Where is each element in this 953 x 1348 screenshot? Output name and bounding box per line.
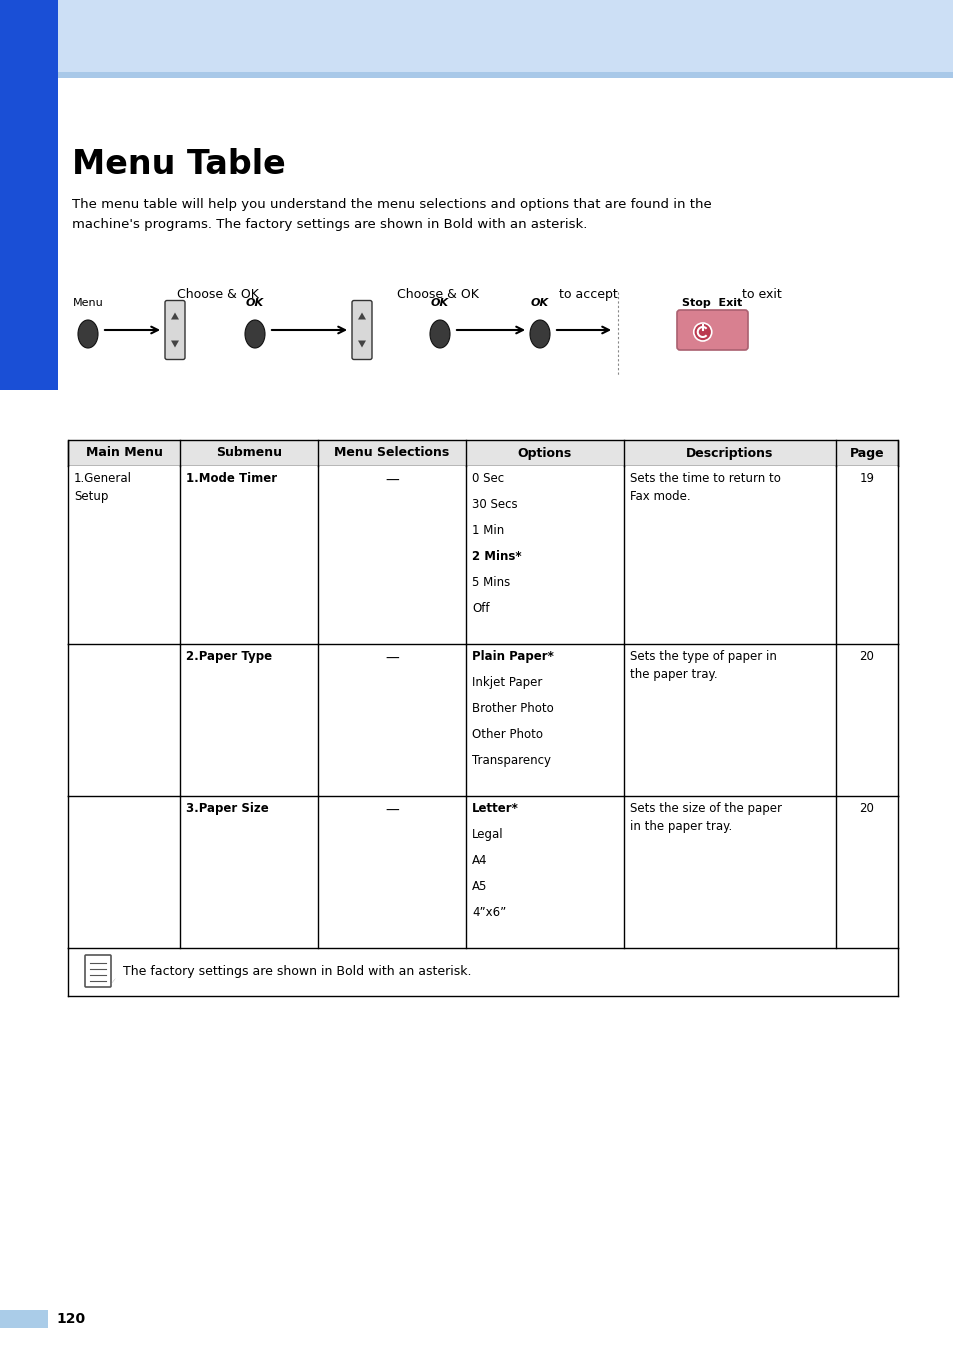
Text: The menu table will help you understand the menu selections and options that are: The menu table will help you understand … [71,198,711,212]
Text: 30 Secs: 30 Secs [472,497,517,511]
Text: 19: 19 [859,472,874,485]
Text: 0 Sec: 0 Sec [472,472,503,485]
Ellipse shape [530,319,550,348]
Text: —: — [385,803,398,818]
Bar [0,0,953,71]
FancyBboxPatch shape [352,301,372,360]
Bar [0,71,953,78]
Text: 4”x6”: 4”x6” [472,906,506,919]
Bar [0,0,58,390]
Text: Submenu: Submenu [215,446,282,460]
Text: Legal: Legal [472,828,503,841]
Text: machine's programs. The factory settings are shown in Bold with an asterisk.: machine's programs. The factory settings… [71,218,587,231]
Text: to exit: to exit [741,288,781,301]
Bar [68,439,897,466]
Text: Stop  Exit: Stop Exit [681,298,741,307]
Ellipse shape [245,319,265,348]
Text: 20: 20 [859,650,874,663]
Text: 3.Paper Size: 3.Paper Size [186,802,269,816]
Text: 20: 20 [859,802,874,816]
Text: Sets the size of the paper
in the paper tray.: Sets the size of the paper in the paper … [629,802,781,833]
Ellipse shape [430,319,450,348]
Polygon shape [171,341,179,348]
Ellipse shape [78,319,98,348]
Text: A4: A4 [472,855,487,867]
Text: —: — [385,474,398,488]
Text: Sets the type of paper in
the paper tray.: Sets the type of paper in the paper tray… [629,650,776,681]
Text: 120: 120 [56,1312,85,1326]
Text: A5: A5 [472,880,487,892]
Text: Other Photo: Other Photo [472,728,542,741]
Text: Transparency: Transparency [472,754,551,767]
Text: Main Menu: Main Menu [86,446,162,460]
Text: Letter*: Letter* [472,802,518,816]
FancyBboxPatch shape [85,954,111,987]
Text: OK: OK [246,298,264,307]
Polygon shape [357,341,366,348]
Text: Brother Photo: Brother Photo [472,702,553,714]
Text: to accept: to accept [558,288,617,301]
Text: —: — [385,652,398,666]
Text: Menu: Menu [72,298,103,307]
Text: Options: Options [517,446,572,460]
Text: Choose & OK: Choose & OK [177,288,258,301]
Text: OK: OK [431,298,449,307]
Text: Plain Paper*: Plain Paper* [472,650,554,663]
Polygon shape [357,313,366,319]
Text: Menu Table: Menu Table [71,148,286,181]
Text: Menu Selections: Menu Selections [334,446,449,460]
FancyBboxPatch shape [165,301,185,360]
Text: Off: Off [472,603,489,615]
Text: 1.Mode Timer: 1.Mode Timer [186,472,276,485]
Bar [68,797,897,948]
Bar [68,644,897,797]
Text: 2.Paper Type: 2.Paper Type [186,650,272,663]
Text: Choose & OK: Choose & OK [396,288,478,301]
Polygon shape [108,979,116,988]
Text: Sets the time to return to
Fax mode.: Sets the time to return to Fax mode. [629,472,781,503]
FancyBboxPatch shape [677,310,747,350]
Text: Page: Page [849,446,883,460]
Bar [0,1310,48,1328]
Polygon shape [171,313,179,319]
Text: 1 Min: 1 Min [472,524,504,537]
Text: The factory settings are shown in Bold with an asterisk.: The factory settings are shown in Bold w… [123,965,471,979]
Text: Inkjet Paper: Inkjet Paper [472,675,542,689]
Bar [68,466,897,644]
Circle shape [693,324,711,341]
Bar [68,439,897,466]
Text: OK: OK [531,298,549,307]
Bar [68,948,897,996]
Text: Descriptions: Descriptions [685,446,773,460]
Text: 5 Mins: 5 Mins [472,576,510,589]
Text: 1.General
Setup: 1.General Setup [74,472,132,503]
Text: 2 Mins*: 2 Mins* [472,550,521,563]
